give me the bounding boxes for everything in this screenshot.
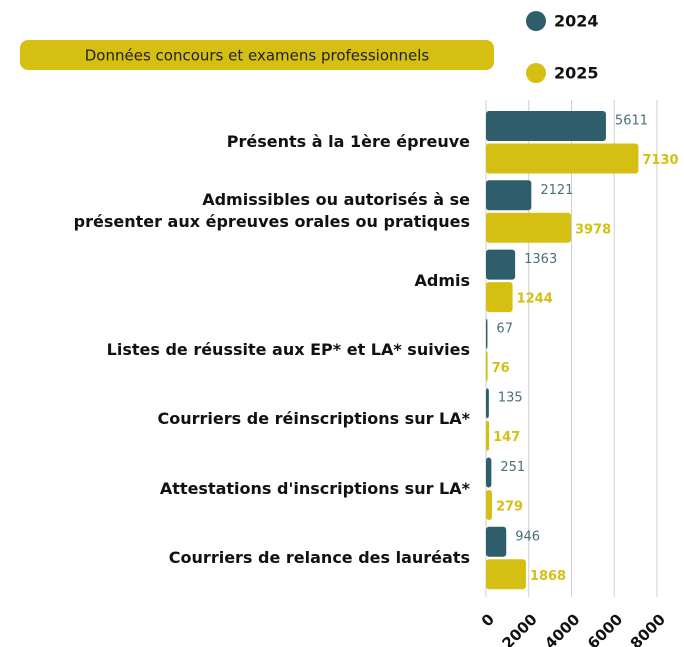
bar <box>486 143 639 174</box>
category-label: Listes de réussite aux EP* et LA* suivie… <box>106 339 470 359</box>
legend-label: 2024 <box>554 12 599 31</box>
x-tick-label: 0 <box>478 610 498 630</box>
legend-label: 2025 <box>554 64 599 83</box>
category-label: Courriers de réinscriptions sur LA* <box>157 409 470 429</box>
bar <box>486 420 490 451</box>
x-tick-label: 4000 <box>541 610 583 647</box>
bar <box>486 490 492 520</box>
value-label: 1244 <box>517 292 553 307</box>
value-label: 67 <box>496 321 513 336</box>
title-box <box>20 40 494 70</box>
x-tick-label: 6000 <box>584 610 626 647</box>
chart-title: Données concours et examens professionne… <box>85 47 430 65</box>
value-label: 147 <box>493 430 520 445</box>
x-tick-label: 8000 <box>627 610 669 647</box>
category-label: Attestations d'inscriptions sur LA* <box>159 478 470 498</box>
value-label: 1868 <box>530 569 566 584</box>
bar <box>486 388 489 419</box>
bar <box>486 212 572 243</box>
value-label: 7130 <box>642 153 678 168</box>
category-label: Admissibles ou autorisés à se présenter … <box>73 190 470 232</box>
bar <box>486 457 492 488</box>
value-label: 251 <box>500 460 525 475</box>
value-label: 135 <box>498 391 523 406</box>
legend-swatch <box>526 11 546 31</box>
bar <box>486 559 526 590</box>
category-label: Courriers de relance des lauréats <box>168 547 470 567</box>
value-label: 5611 <box>615 114 648 129</box>
bar <box>486 249 516 280</box>
bar <box>486 351 488 382</box>
category-label: Admis <box>414 270 470 290</box>
bar <box>486 282 513 313</box>
bar <box>486 318 488 349</box>
bar <box>486 111 606 141</box>
value-label: 1363 <box>524 252 557 267</box>
value-label: 3978 <box>575 222 611 237</box>
value-label: 2121 <box>540 183 573 198</box>
value-label: 946 <box>515 529 540 544</box>
legend-swatch <box>526 63 546 83</box>
value-label: 76 <box>492 361 510 376</box>
value-label: 279 <box>496 500 523 515</box>
category-label: Présents à la 1ère épreuve <box>226 132 470 151</box>
bar <box>486 526 507 557</box>
x-tick-label: 2000 <box>499 610 541 647</box>
bar <box>486 180 532 211</box>
